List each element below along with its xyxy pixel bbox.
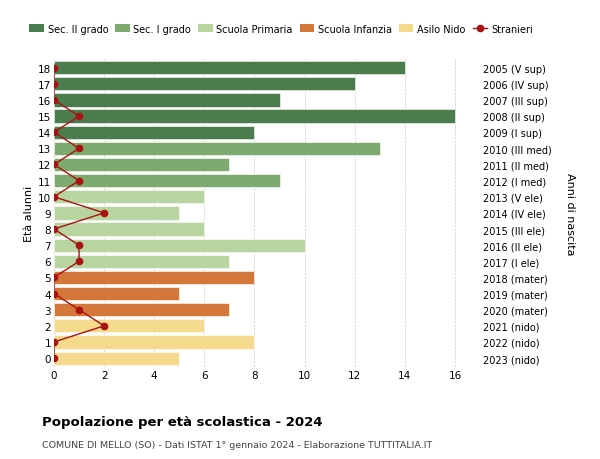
- Bar: [54, 255, 229, 269]
- Bar: [54, 142, 380, 156]
- Bar: [54, 319, 205, 333]
- Bar: [54, 126, 254, 140]
- Bar: [54, 174, 280, 188]
- Text: COMUNE DI MELLO (SO) - Dati ISTAT 1° gennaio 2024 - Elaborazione TUTTITALIA.IT: COMUNE DI MELLO (SO) - Dati ISTAT 1° gen…: [42, 440, 432, 449]
- Bar: [54, 78, 355, 91]
- Bar: [54, 94, 280, 107]
- Bar: [54, 62, 405, 75]
- Legend: Sec. II grado, Sec. I grado, Scuola Primaria, Scuola Infanzia, Asilo Nido, Stran: Sec. II grado, Sec. I grado, Scuola Prim…: [29, 24, 533, 34]
- Bar: [54, 336, 254, 349]
- Bar: [54, 239, 305, 252]
- Bar: [54, 303, 229, 317]
- Bar: [54, 158, 229, 172]
- Y-axis label: Età alunni: Età alunni: [24, 185, 34, 241]
- Text: Popolazione per età scolastica - 2024: Popolazione per età scolastica - 2024: [42, 415, 323, 428]
- Bar: [54, 352, 179, 365]
- Bar: [54, 287, 179, 301]
- Bar: [54, 223, 205, 236]
- Bar: [54, 110, 455, 123]
- Bar: [54, 271, 254, 285]
- Bar: [54, 191, 205, 204]
- Y-axis label: Anni di nascita: Anni di nascita: [565, 172, 575, 255]
- Bar: [54, 207, 179, 220]
